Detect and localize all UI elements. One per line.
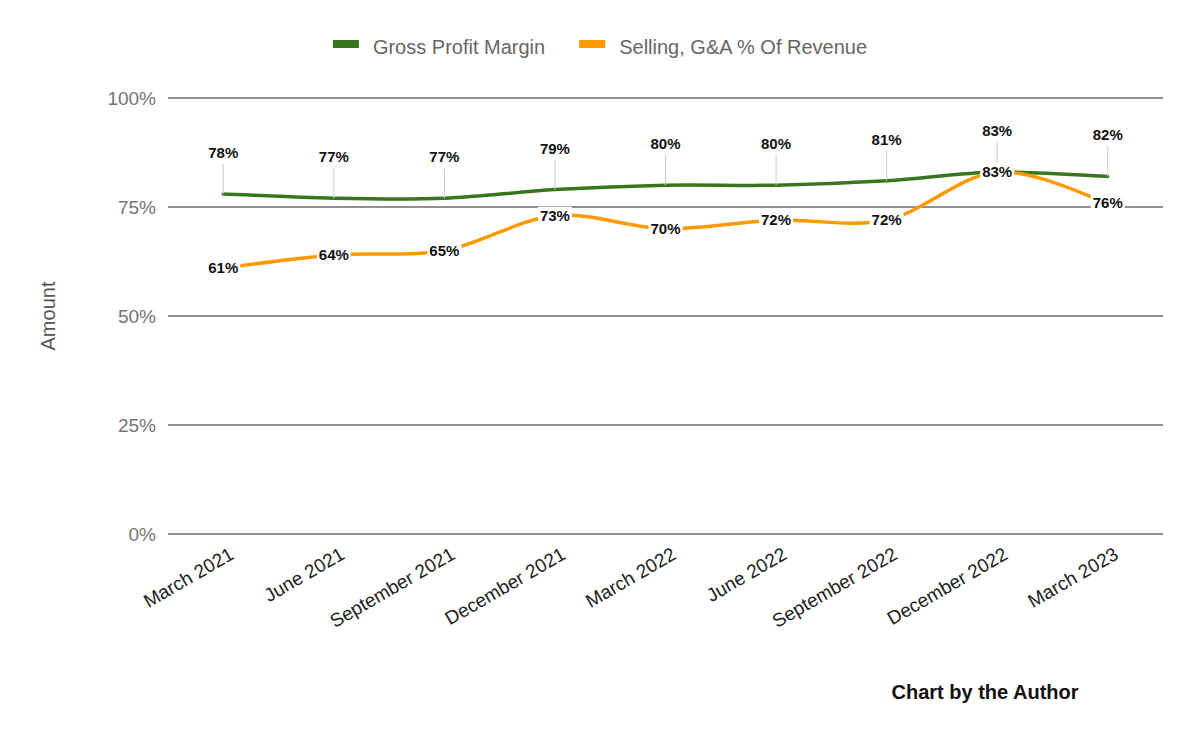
data-label-bg: [317, 246, 351, 264]
grid-line: [168, 424, 1163, 425]
data-label: 65%: [429, 242, 459, 259]
data-label: 83%: [982, 163, 1012, 180]
y-tick-label: 25%: [118, 415, 156, 436]
y-axis-label: Amount: [37, 281, 59, 350]
data-label-bg: [427, 242, 461, 260]
label-leader: [776, 155, 777, 185]
data-label-bg: [206, 259, 240, 277]
chart: 0% 25% 50% 75% 100% Amount March 2021 June 2021…: [0, 0, 1200, 742]
data-label: 70%: [650, 220, 680, 237]
y-tick-label: 50%: [118, 306, 156, 327]
y-tick-label: 75%: [118, 197, 156, 218]
data-label: 73%: [540, 207, 570, 224]
data-label: 80%: [650, 135, 680, 152]
legend: Gross Profit Margin Selling, G&A % Of Rev…: [333, 36, 867, 58]
series-line: [223, 172, 1107, 268]
data-label: 61%: [208, 259, 238, 276]
grid-line: [168, 206, 1163, 207]
x-tick-label: June 2022: [703, 543, 790, 606]
label-leader: [1107, 146, 1108, 176]
data-label: 77%: [319, 148, 349, 165]
grid-line: [168, 533, 1163, 534]
x-tick-label: March 2023: [1024, 543, 1121, 611]
x-tick-label: March 2022: [582, 543, 679, 611]
label-leader: [223, 164, 224, 194]
legend-swatch: [579, 40, 605, 48]
label-leader: [333, 168, 334, 198]
annotation: Chart by the Author: [891, 681, 1078, 703]
data-label-bg: [648, 220, 682, 238]
data-label: 79%: [540, 140, 570, 157]
legend-label: Selling, G&A % Of Revenue: [619, 36, 867, 58]
label-leader: [886, 151, 887, 181]
data-label: 80%: [761, 135, 791, 152]
data-label: 81%: [872, 131, 902, 148]
data-label-bg: [538, 207, 572, 225]
x-tick-label: March 2021: [140, 543, 237, 611]
grid-line: [168, 97, 1163, 98]
data-label: 76%: [1093, 194, 1123, 211]
label-leader: [444, 168, 445, 198]
data-label-bg: [980, 163, 1014, 181]
background: [0, 0, 1200, 742]
data-label-bg: [870, 211, 904, 229]
data-label: 72%: [761, 211, 791, 228]
plot-area: [223, 172, 1107, 268]
data-label-bg: [759, 211, 793, 229]
data-label: 64%: [319, 246, 349, 263]
x-tick-label: September 2021: [326, 543, 458, 631]
label-leader: [554, 160, 555, 190]
legend-swatch: [333, 40, 359, 48]
x-tick-label: December 2022: [884, 543, 1012, 629]
y-tick-label: 100%: [107, 88, 156, 109]
data-label: 83%: [982, 122, 1012, 139]
data-labels: 78% 77% 77% 79% 80% 80% 81% 83% 82% 61% 64% 65% 73% 7…: [206, 122, 1124, 277]
data-label: 72%: [872, 211, 902, 228]
x-tick-label: September 2022: [768, 543, 900, 631]
data-label: 82%: [1093, 126, 1123, 143]
legend-label: Gross Profit Margin: [373, 36, 545, 58]
x-tick-label: December 2021: [441, 543, 569, 629]
x-tick-label: June 2021: [260, 543, 347, 606]
data-label-bg: [1091, 194, 1125, 212]
label-leader: [665, 155, 666, 185]
y-tick-label: 0%: [129, 524, 157, 545]
grid-line: [168, 315, 1163, 316]
data-label: 77%: [429, 148, 459, 165]
data-label: 78%: [208, 144, 238, 161]
